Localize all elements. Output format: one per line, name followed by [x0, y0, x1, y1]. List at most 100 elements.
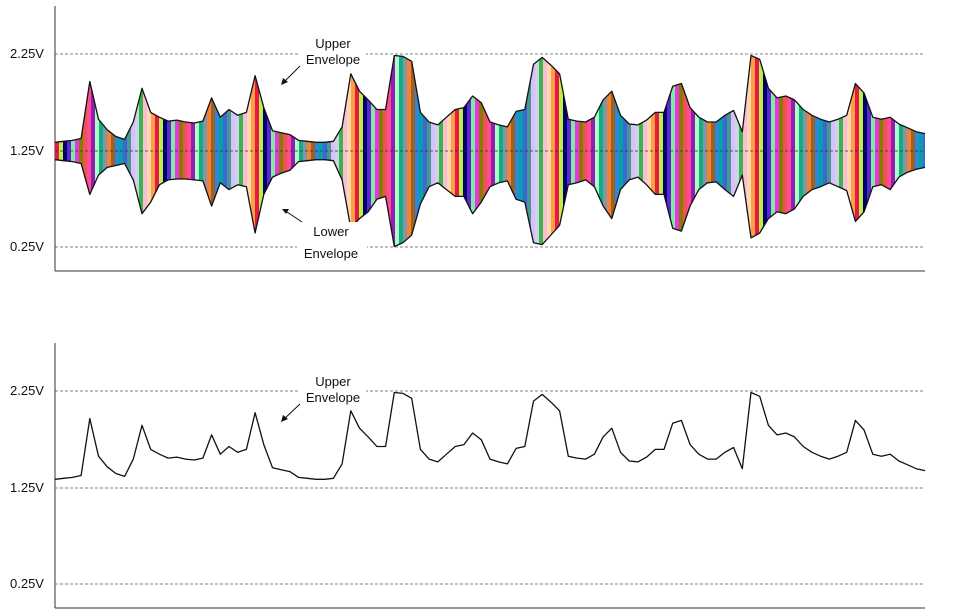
color-band: [875, 55, 880, 247]
color-band: [767, 55, 772, 247]
color-band: [135, 55, 140, 247]
color-band: [471, 55, 476, 247]
color-band: [255, 55, 260, 247]
color-band: [207, 55, 212, 247]
color-band: [399, 55, 404, 247]
color-band: [223, 55, 228, 247]
color-band: [211, 55, 216, 247]
color-band: [855, 55, 860, 247]
color-band: [455, 55, 460, 247]
color-band: [879, 55, 884, 247]
color-band: [515, 55, 520, 247]
bottom-tick-label-0-25: 0.25V: [10, 576, 44, 591]
color-band: [535, 55, 540, 247]
color-band: [547, 55, 552, 247]
color-band: [247, 55, 252, 247]
color-band: [627, 55, 632, 247]
color-band: [551, 55, 556, 247]
color-band: [859, 55, 864, 247]
color-band: [251, 55, 256, 247]
color-band: [263, 55, 268, 247]
color-band: [259, 55, 264, 247]
color-band: [439, 55, 444, 247]
color-band: [495, 55, 500, 247]
color-band: [91, 55, 96, 247]
color-band: [883, 55, 888, 247]
color-band: [83, 55, 88, 247]
color-band: [147, 55, 152, 247]
bottom-chart: 2.25V 1.25V 0.25V Upper Envelope: [10, 343, 926, 609]
color-band: [231, 55, 236, 247]
color-band: [871, 55, 876, 247]
color-band: [163, 55, 168, 247]
color-band: [99, 55, 104, 247]
color-band: [435, 55, 440, 247]
color-band: [827, 55, 832, 247]
color-band: [415, 55, 420, 247]
color-band: [791, 55, 796, 247]
color-band: [583, 55, 588, 247]
color-band: [575, 55, 580, 247]
color-band: [291, 55, 296, 247]
color-band: [779, 55, 784, 247]
color-band: [619, 55, 624, 247]
color-band: [723, 55, 728, 247]
top-lower-envelope-line: [54, 159, 926, 248]
color-band: [107, 55, 112, 247]
color-band: [463, 55, 468, 247]
color-band: [867, 55, 872, 247]
color-band: [519, 55, 524, 247]
color-band: [587, 55, 592, 247]
top-tick-label-1-25: 1.25V: [10, 143, 44, 158]
color-band: [115, 55, 120, 247]
color-band: [451, 55, 456, 247]
color-band: [391, 55, 396, 247]
color-band: [787, 55, 792, 247]
color-band: [683, 55, 688, 247]
color-band: [823, 55, 828, 247]
color-band: [899, 55, 904, 247]
color-band: [111, 55, 116, 247]
color-band: [75, 55, 80, 247]
color-band: [647, 55, 652, 247]
color-band: [447, 55, 452, 247]
top-tick-label-2-25: 2.25V: [10, 46, 44, 61]
color-band: [719, 55, 724, 247]
color-band: [431, 55, 436, 247]
top-upper-envelope-line: [54, 54, 926, 143]
color-band: [595, 55, 600, 247]
color-band: [67, 55, 72, 247]
color-band: [183, 55, 188, 247]
color-band: [523, 55, 528, 247]
color-band: [703, 55, 708, 247]
color-band: [139, 55, 144, 247]
color-band: [911, 55, 916, 247]
color-band: [599, 55, 604, 247]
color-band: [671, 55, 676, 247]
bottom-upper-arrowhead: [281, 415, 288, 422]
color-band: [623, 55, 628, 247]
color-band: [143, 55, 148, 247]
color-band: [167, 55, 172, 247]
color-band: [179, 55, 184, 247]
color-band: [459, 55, 464, 247]
color-band: [659, 55, 664, 247]
color-band: [831, 55, 836, 247]
color-band: [119, 55, 124, 247]
color-band: [403, 55, 408, 247]
color-band: [567, 55, 572, 247]
color-band: [479, 55, 484, 247]
color-band: [739, 55, 744, 247]
color-band: [891, 55, 896, 247]
color-band: [851, 55, 856, 247]
color-band: [347, 55, 352, 247]
color-band: [475, 55, 480, 247]
color-band: [843, 55, 848, 247]
color-band: [699, 55, 704, 247]
color-band: [687, 55, 692, 247]
color-band: [675, 55, 680, 247]
color-band: [187, 55, 192, 247]
color-band: [383, 55, 388, 247]
color-band: [639, 55, 644, 247]
